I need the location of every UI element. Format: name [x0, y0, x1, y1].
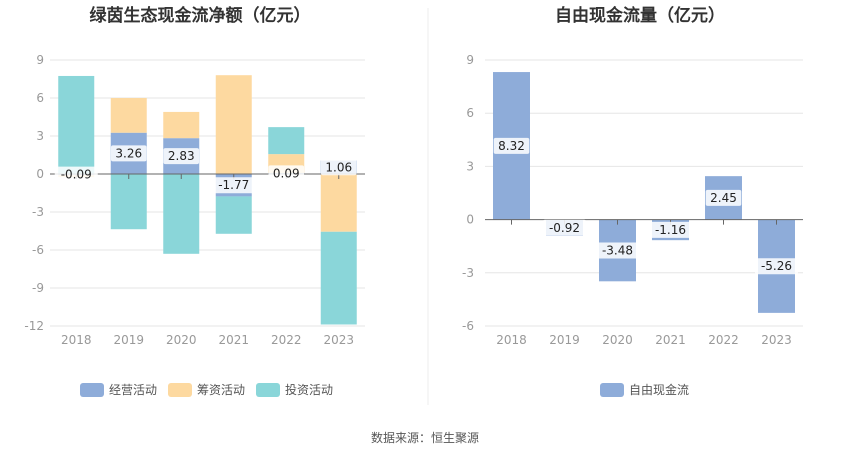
grid	[50, 59, 365, 327]
y-tick-label: -6	[462, 319, 474, 333]
chart-title: 绿茵生态现金流净额（亿元）	[90, 5, 311, 26]
x-tick-label: 2019	[113, 333, 144, 347]
legend-swatch	[600, 383, 624, 397]
legend: 自由现金流	[600, 382, 689, 397]
grid	[485, 59, 803, 327]
x-tick-label: 2020	[602, 333, 633, 347]
x-tick-label: 2018	[496, 333, 527, 347]
data-label: -5.26	[761, 259, 792, 273]
data-label-bg	[649, 221, 692, 238]
bar	[58, 75, 95, 174]
legend: 经营活动 筹资活动 投资活动	[80, 382, 333, 397]
bar	[163, 174, 200, 254]
y-tick-label: -9	[32, 281, 44, 295]
y-tick-label: 0	[36, 167, 44, 181]
bar	[320, 174, 357, 232]
bar	[320, 231, 357, 325]
chart-title: 自由现金流量（亿元）	[555, 5, 725, 26]
x-axis: 2018 2019 2020 2021 2022 2023	[496, 219, 792, 347]
y-tick-label: -3	[462, 266, 474, 280]
data-label-bg	[705, 189, 742, 206]
data-label-bg	[163, 148, 200, 165]
legend-label: 筹资活动	[197, 383, 245, 397]
data-label-bg	[268, 165, 305, 182]
y-tick-label: -3	[32, 205, 44, 219]
data-label: 2.83	[168, 149, 195, 163]
x-tick-label: 2021	[655, 333, 686, 347]
bar	[110, 174, 147, 230]
x-tick-label: 2021	[218, 333, 249, 347]
data-label: -1.77	[218, 178, 249, 192]
legend-label: 自由现金流	[629, 382, 689, 397]
x-tick-label: 2022	[708, 333, 739, 347]
y-tick-label: -12	[24, 319, 44, 333]
y-tick-label: 9	[466, 53, 474, 67]
data-label: 1.06	[325, 160, 352, 174]
data-label-bg	[596, 242, 639, 259]
y-tick-label: 3	[36, 129, 44, 143]
data-label-bg	[543, 219, 586, 236]
y-tick-label: 9	[36, 53, 44, 67]
bars	[493, 72, 795, 313]
data-label: -1.16	[655, 223, 686, 237]
x-tick-label: 2018	[61, 333, 92, 347]
data-label: 8.32	[498, 139, 525, 153]
source-note: 数据来源：恒生聚源	[371, 430, 479, 445]
data-label-bg	[110, 145, 147, 162]
y-tick-label: 0	[466, 213, 474, 227]
data-label: 3.26	[115, 146, 142, 160]
y-tick-label: 6	[466, 106, 474, 120]
bar	[215, 75, 252, 174]
x-tick-label: 2023	[323, 333, 354, 347]
legend-label: 投资活动	[285, 382, 333, 397]
y-axis: 9 6 3 0 -3 -6	[462, 53, 474, 333]
data-label-bg	[755, 258, 798, 275]
y-tick-label: 3	[466, 159, 474, 173]
cash-flow-chart: 绿茵生态现金流净额（亿元） 9 6 3 0 -3 -6 -9 -12 2018 2019 2020…	[24, 5, 365, 397]
legend-swatch	[80, 383, 104, 397]
data-labels: 8.32 -0.92 -3.48 -1.16 2.45 -5.26	[493, 137, 798, 275]
y-tick-label: -6	[32, 243, 44, 257]
x-tick-label: 2023	[761, 333, 792, 347]
data-label: -0.92	[549, 221, 580, 235]
data-label-bg	[320, 159, 357, 176]
data-label: -3.48	[602, 243, 633, 257]
x-tick-label: 2020	[166, 333, 197, 347]
x-tick-label: 2022	[271, 333, 302, 347]
x-tick-label: 2019	[549, 333, 580, 347]
data-labels: -0.09 3.26 2.83 -1.77 0.09 1.06	[54, 145, 357, 194]
data-label-bg	[493, 137, 530, 154]
data-label-bg	[212, 177, 256, 194]
bars	[58, 75, 357, 325]
x-axis: 2018 2019 2020 2021 2022 2023	[61, 174, 354, 347]
data-label-bg	[54, 166, 98, 183]
bar	[268, 127, 305, 155]
y-axis: 9 6 3 0 -3 -6 -9 -12	[24, 53, 44, 333]
legend-swatch	[168, 383, 192, 397]
legend-swatch	[256, 383, 280, 397]
legend-label: 经营活动	[109, 383, 157, 397]
free-cash-flow-chart: 自由现金流量（亿元） 9 6 3 0 -3 -6 2018 2019 2020 2021 2022…	[462, 5, 803, 397]
data-label: 2.45	[710, 191, 737, 205]
data-label: -0.09	[61, 168, 92, 182]
y-tick-label: 6	[36, 91, 44, 105]
bar	[110, 98, 147, 133]
data-label: 0.09	[273, 166, 300, 180]
bar	[215, 196, 252, 234]
bar	[163, 111, 200, 139]
